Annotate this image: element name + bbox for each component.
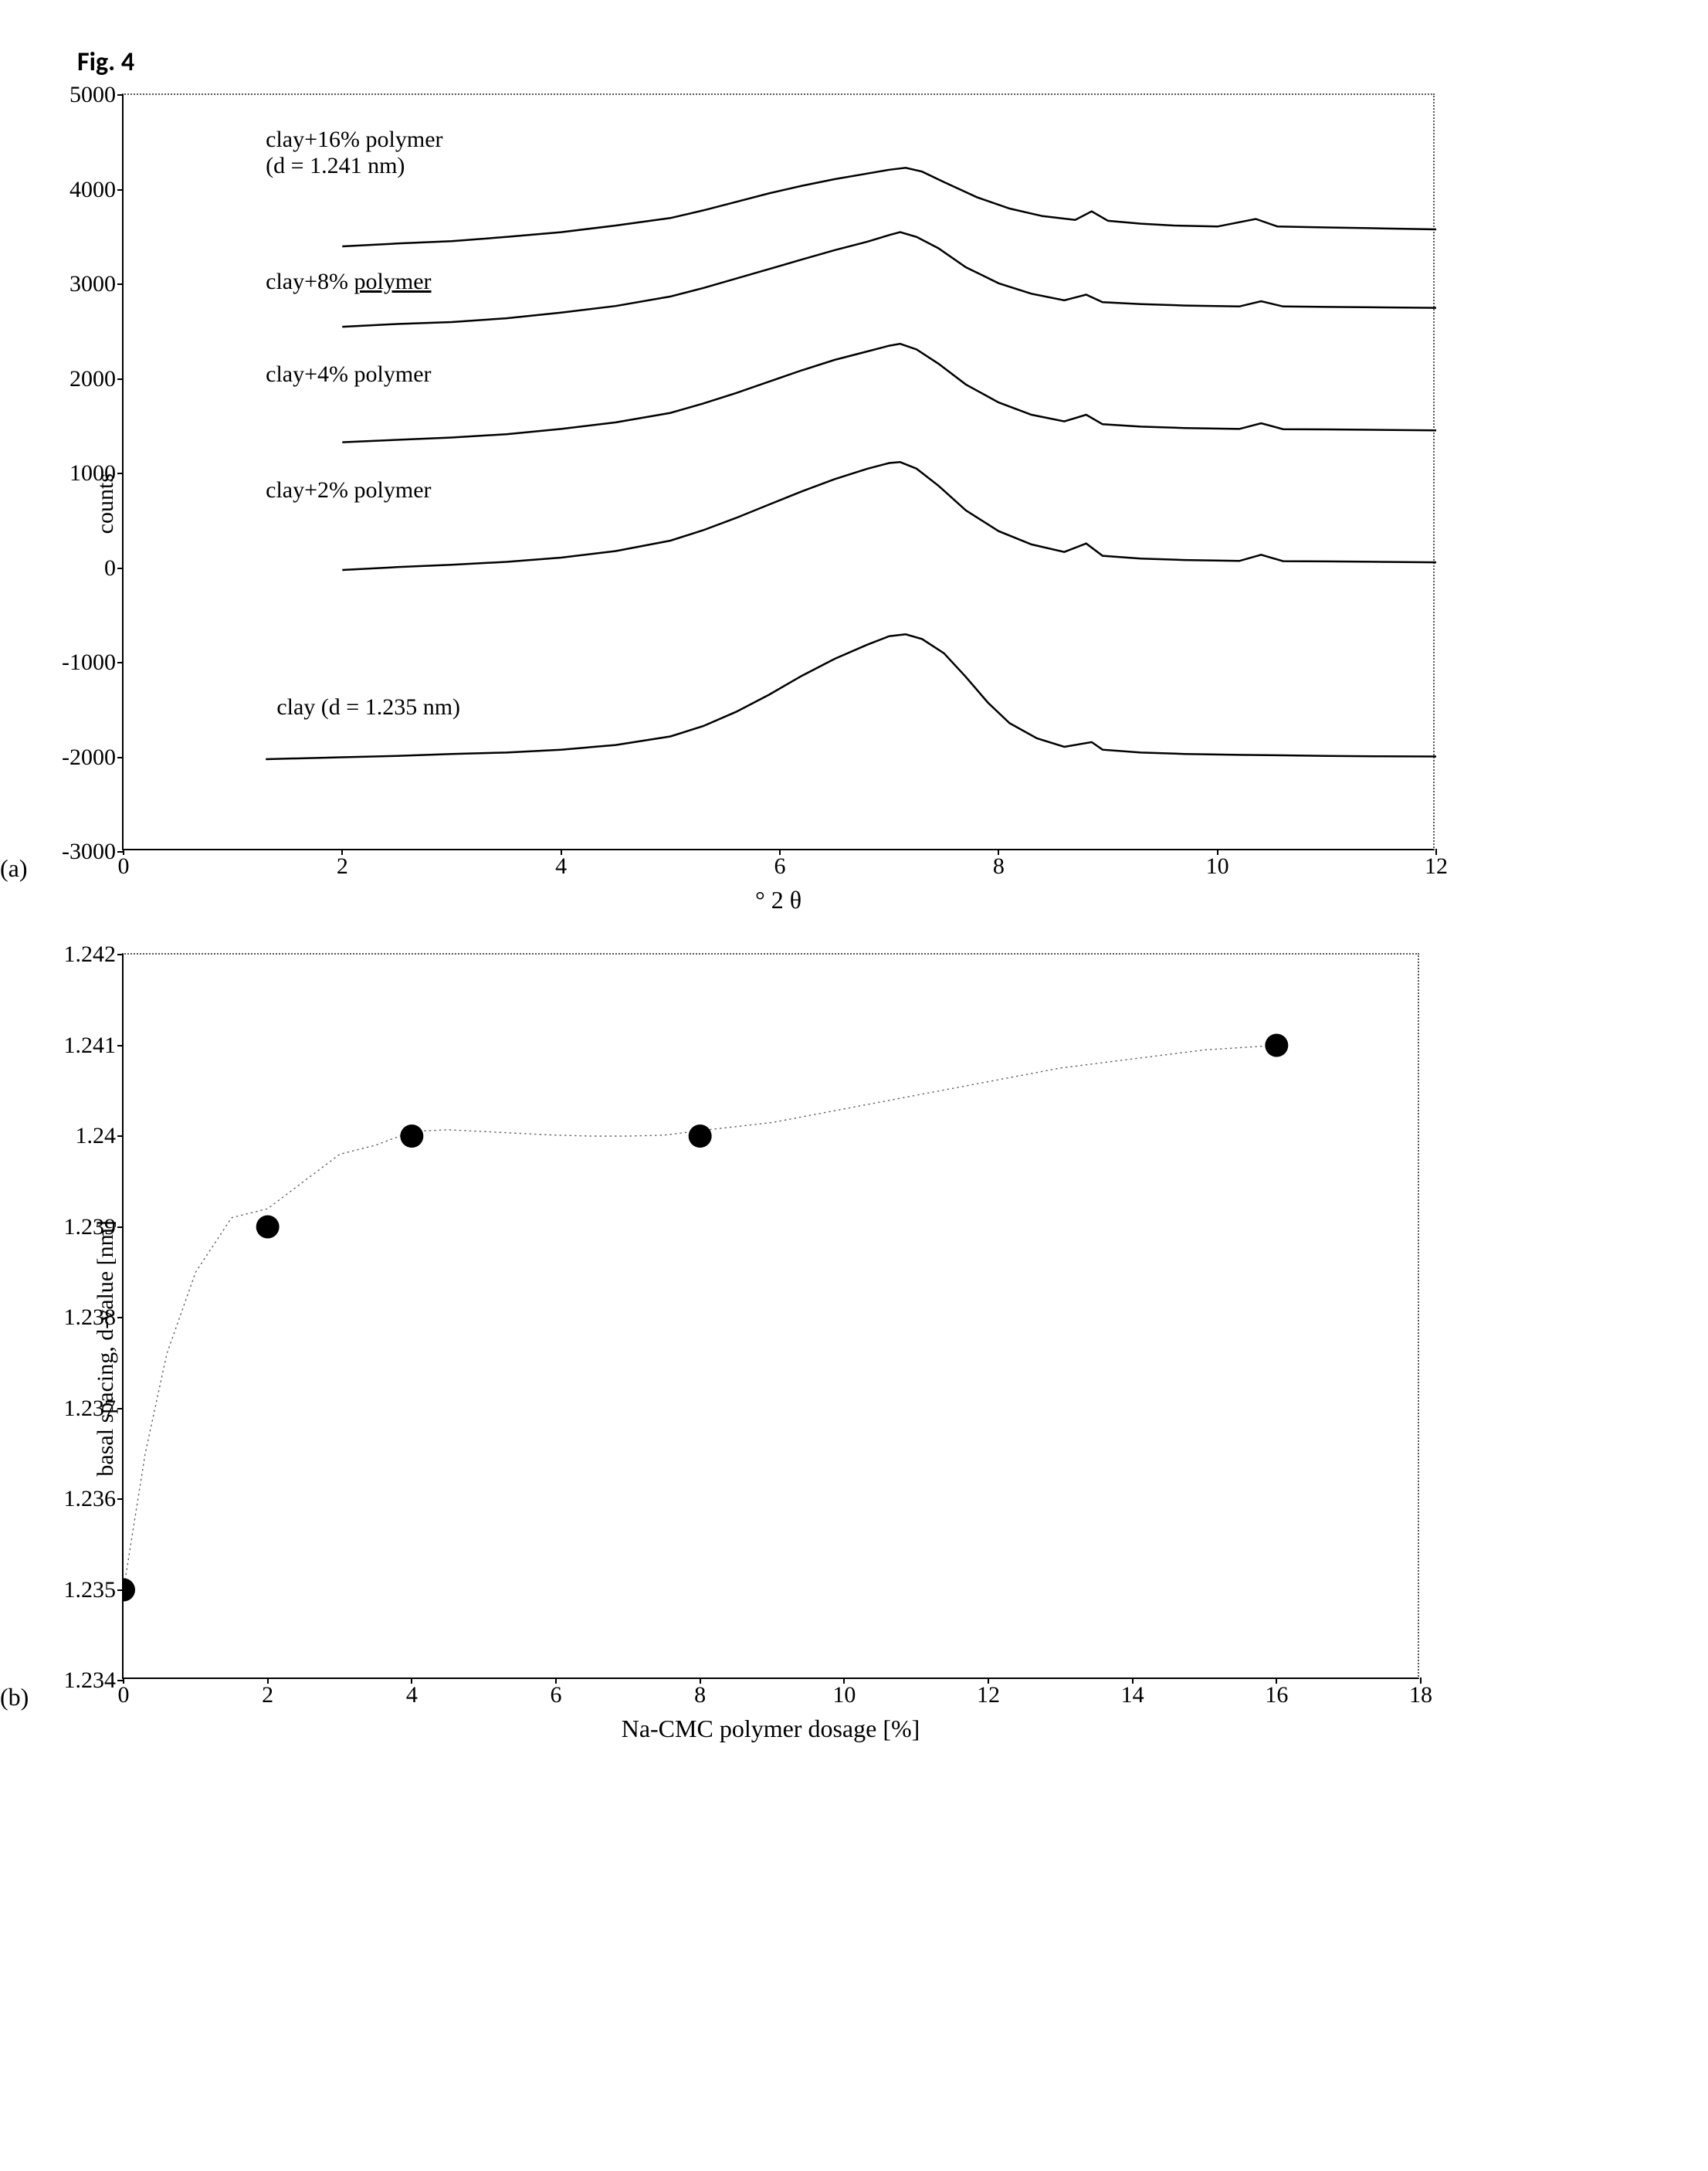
panel-a-sublabel: (a)	[0, 854, 28, 883]
ytick-label: 1.238	[64, 1304, 124, 1331]
xrd-trace	[342, 462, 1436, 570]
panel-b-sublabel: (b)	[0, 1683, 29, 1711]
ytick-label: 1.236	[64, 1486, 124, 1512]
ytick-label: -3000	[62, 839, 124, 865]
ytick-label: 5000	[69, 82, 124, 108]
ytick-label: 1.242	[64, 941, 124, 968]
ytick-label: 1.24	[76, 1123, 124, 1149]
ytick-label: 1.234	[64, 1667, 124, 1694]
data-point	[400, 1125, 423, 1148]
ytick-label: 1.239	[64, 1214, 124, 1240]
trace-annotation: clay (d = 1.235 nm)	[276, 694, 460, 721]
ytick-label: 1.241	[64, 1033, 124, 1059]
ytick-label: 1000	[69, 460, 124, 487]
data-point	[124, 1579, 135, 1602]
ytick-label: 4000	[69, 177, 124, 203]
data-point	[689, 1125, 712, 1148]
trace-annotation: clay+8% polymer	[266, 269, 431, 295]
panel-b: basal spacing, d-value [nm] (b) 1.2341.2…	[93, 953, 1631, 1743]
ytick-label: 1.235	[64, 1577, 124, 1603]
ytick-label: -1000	[62, 650, 124, 676]
trace-annotation: clay+2% polymer	[266, 477, 431, 504]
panel-b-ylabel: basal spacing, d-value [nm]	[93, 1220, 119, 1477]
ytick-label: 2000	[69, 366, 124, 392]
xrd-trace	[342, 344, 1436, 442]
panel-b-xlabel: Na-CMC polymer dosage [%]	[622, 1715, 920, 1743]
data-point	[1265, 1034, 1288, 1057]
trace-annotation: clay+16% polymer(d = 1.241 nm)	[266, 127, 442, 179]
xrd-trace	[342, 232, 1436, 327]
panel-b-plot: (b) 1.2341.2351.2361.2371.2381.2391.241.…	[122, 953, 1419, 1679]
ytick-label: 3000	[69, 271, 124, 297]
figure-title: Fig. 4	[77, 46, 1631, 78]
panel-a-xlabel: ° 2 θ	[755, 886, 801, 914]
ytick-label: -2000	[62, 745, 124, 771]
panel-a: counts (a) -3000-2000-100001000200030004…	[93, 93, 1631, 914]
data-point	[256, 1216, 280, 1239]
ytick-label: 1.237	[64, 1396, 124, 1422]
panel-a-plot: (a) -3000-2000-1000010002000300040005000…	[122, 93, 1435, 850]
trace-annotation: clay+4% polymer	[266, 361, 431, 388]
